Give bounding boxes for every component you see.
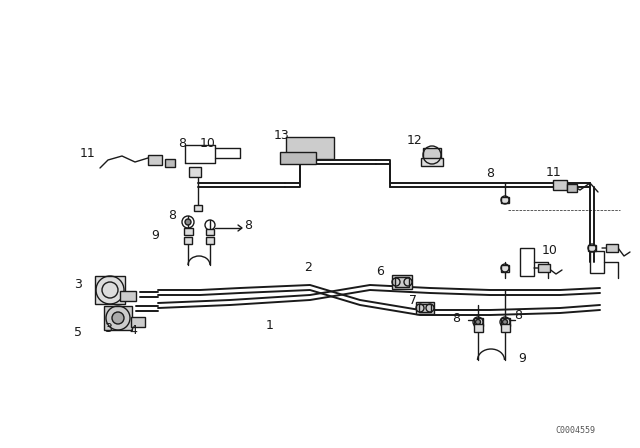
- Text: 9: 9: [151, 228, 159, 241]
- Bar: [148, 155, 162, 165]
- Bar: [104, 306, 132, 330]
- Text: 2: 2: [304, 260, 312, 273]
- Text: 1: 1: [266, 319, 274, 332]
- Text: 5: 5: [74, 326, 82, 339]
- Bar: [395, 277, 409, 287]
- Text: 3: 3: [74, 277, 82, 290]
- Text: 11: 11: [80, 146, 96, 159]
- Bar: [416, 302, 434, 314]
- Text: 10: 10: [542, 244, 558, 257]
- Bar: [567, 184, 577, 192]
- Text: 11: 11: [546, 165, 562, 178]
- Bar: [474, 324, 483, 332]
- Bar: [184, 237, 192, 244]
- Text: 12: 12: [407, 134, 423, 146]
- Bar: [423, 148, 441, 162]
- Text: 3: 3: [104, 322, 112, 335]
- Bar: [590, 251, 604, 273]
- Text: 8: 8: [244, 219, 252, 232]
- Bar: [392, 275, 412, 289]
- Text: 9: 9: [518, 352, 526, 365]
- Circle shape: [185, 219, 191, 225]
- Text: 7: 7: [409, 293, 417, 306]
- Text: 8: 8: [178, 137, 186, 150]
- Bar: [500, 318, 509, 326]
- Text: 8: 8: [168, 208, 176, 221]
- Bar: [419, 304, 431, 312]
- Text: 6: 6: [376, 264, 384, 277]
- Bar: [131, 317, 145, 327]
- Bar: [421, 158, 443, 166]
- Bar: [501, 264, 509, 271]
- Text: 8: 8: [514, 309, 522, 322]
- Text: C0004559: C0004559: [555, 426, 595, 435]
- Bar: [606, 244, 618, 252]
- Text: 10: 10: [200, 137, 216, 150]
- Bar: [184, 228, 193, 234]
- Circle shape: [502, 319, 508, 324]
- Bar: [500, 324, 509, 332]
- Circle shape: [112, 312, 124, 324]
- Bar: [194, 205, 202, 211]
- Bar: [474, 318, 483, 326]
- Text: 8: 8: [486, 167, 494, 180]
- Bar: [588, 245, 596, 251]
- Bar: [280, 152, 316, 164]
- Circle shape: [476, 319, 481, 324]
- Bar: [189, 167, 201, 177]
- Text: 13: 13: [274, 129, 290, 142]
- Bar: [206, 237, 214, 244]
- Bar: [501, 197, 509, 203]
- Bar: [520, 248, 534, 276]
- Bar: [553, 180, 567, 190]
- Bar: [538, 264, 550, 272]
- Text: 8: 8: [452, 311, 460, 324]
- Bar: [120, 291, 136, 301]
- Bar: [95, 276, 125, 304]
- Bar: [206, 229, 214, 235]
- Bar: [165, 159, 175, 167]
- Bar: [286, 137, 334, 159]
- Text: 4: 4: [129, 323, 137, 336]
